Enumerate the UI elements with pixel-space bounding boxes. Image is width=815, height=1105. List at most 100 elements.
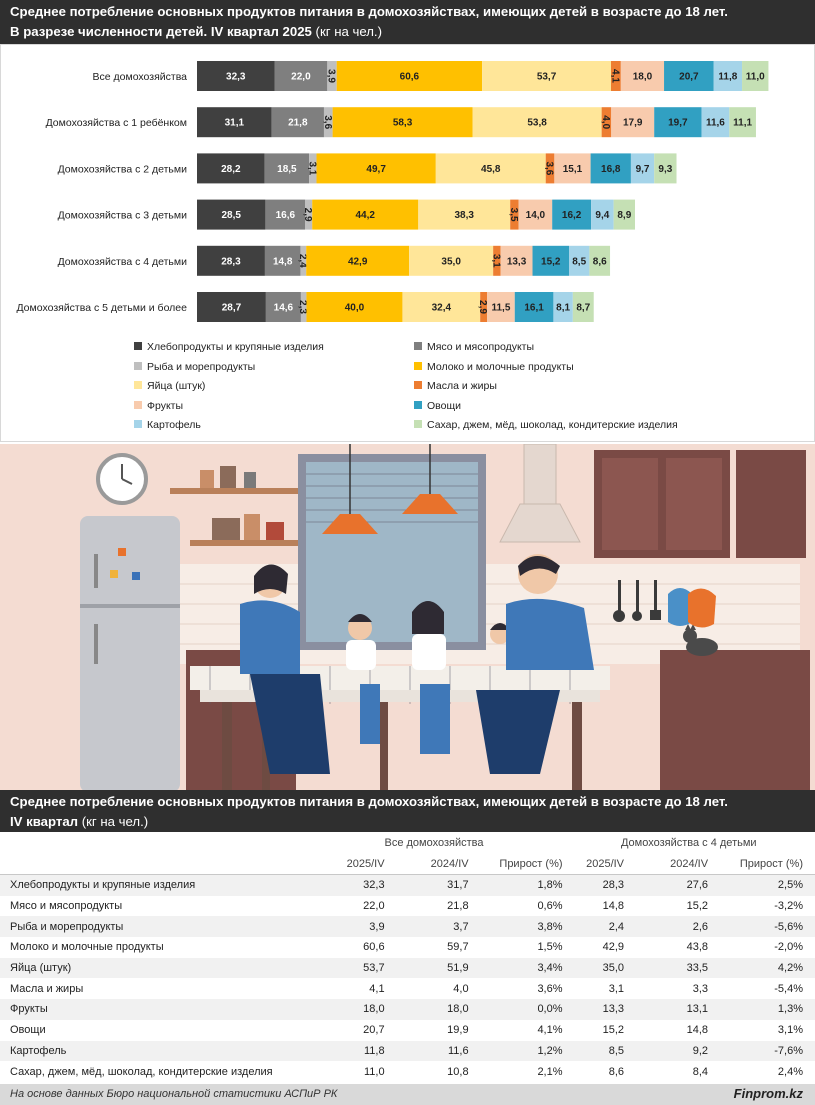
cell-fg: 1,3%	[708, 999, 815, 1020]
cell-f24: 8,4	[692, 1065, 709, 1078]
bar-segment	[611, 61, 621, 91]
row-label: Хлебопродукты и крупяные изделия	[0, 874, 306, 896]
legend-label: Сахар, джем, мёд, шоколад, кондитерские …	[427, 419, 678, 431]
bar-segment	[312, 199, 419, 230]
data-label: 2,9	[477, 300, 488, 314]
data-label: 9,3	[658, 164, 672, 175]
legend-item: Рыба и морепродукты	[134, 361, 255, 373]
data-label: 3,5	[508, 208, 519, 222]
data-label: 3,1	[490, 254, 501, 268]
table-row: Фрукты 18,0 18,0 0,0% 13,3 13,1 1,3%	[0, 999, 815, 1020]
legend-item: Сахар, джем, мёд, шоколад, кондитерские …	[414, 419, 678, 431]
col-2024-4: 2024/IV	[624, 854, 709, 875]
bar-segment	[418, 199, 511, 230]
row-label: Сахар, джем, мёд, шоколад, кондитерские …	[10, 1065, 273, 1078]
legend-item: Яйца (штук)	[134, 380, 205, 392]
bar-segment	[197, 245, 265, 276]
table-row: Яйца (штук) 53,7 51,9 3,4% 35,0 33,5 4,2%	[0, 957, 815, 979]
data-label: 11,6	[706, 118, 725, 129]
cell-f24: 2,6	[624, 916, 709, 938]
bar-segment	[654, 153, 677, 184]
table-row: Овощи 20,7 19,9 4,1% 15,2 14,8 3,1%	[0, 1020, 815, 1041]
legend-item: Масла и жиры	[414, 380, 497, 392]
data-label: 3,1	[306, 161, 317, 175]
cell-ag: 3,8%	[468, 916, 563, 938]
data-label: 16,2	[562, 210, 582, 221]
legend-swatch	[414, 361, 422, 370]
data-label: 9,4	[595, 210, 609, 221]
data-label: 53,7	[537, 72, 557, 83]
table-row: Масла и жиры 4,1 4,0 3,6% 3,1 3,3 -5,4%	[0, 978, 815, 999]
data-label: 15,1	[563, 164, 583, 175]
legend-swatch	[134, 361, 142, 370]
cell-fg: 3,1%	[777, 1024, 803, 1037]
category-label: Домохозяйства с 5 детьми и более	[16, 302, 187, 314]
bar-segment	[482, 61, 611, 91]
bar-segment	[518, 199, 553, 230]
cell-fg: 2,4%	[777, 1065, 803, 1078]
legend-label: Картофель	[147, 419, 201, 431]
cell-a24: 59,7	[447, 941, 469, 954]
table-header: Среднее потребление основных продуктов п…	[0, 790, 815, 832]
cell-a25: 20,7	[363, 1024, 385, 1037]
data-label: 9,7	[636, 164, 650, 175]
data-label: 42,9	[348, 256, 368, 267]
cell-ag: 1,2%	[468, 1040, 563, 1062]
legend-label: Мясо и мясопродукты	[427, 341, 535, 353]
cell-f24: 13,1	[624, 999, 709, 1020]
bar-segment	[510, 199, 519, 230]
group-all-households: Все домохозяйства	[384, 837, 484, 849]
data-label: 44,2	[356, 210, 376, 221]
data-label: 3,9	[326, 69, 337, 83]
cell-a25: 53,7	[305, 957, 385, 979]
data-label: 8,9	[617, 210, 631, 221]
table-row: Рыба и морепродукты 3,9 3,7 3,8% 2,4 2,6 -5,6%	[0, 916, 815, 938]
legend-swatch	[414, 400, 422, 409]
bar-segment	[487, 292, 515, 322]
cell-a24: 4,0	[453, 982, 469, 995]
cell-f24: 33,5	[624, 957, 709, 979]
data-label: 16,6	[276, 210, 296, 221]
data-label: 13,3	[507, 256, 527, 267]
cell-fg: 4,2%	[708, 957, 815, 979]
data-label: 8,7	[576, 303, 590, 314]
legend-swatch	[134, 342, 142, 350]
cat-icon	[683, 624, 718, 656]
bar-segment	[197, 61, 275, 91]
bar-segment	[742, 61, 769, 91]
row-label: Овощи	[10, 1024, 46, 1037]
cell-f25: 8,5	[562, 1040, 625, 1062]
family-people	[240, 554, 594, 774]
cell-ag: 2,1%	[537, 1065, 563, 1078]
bar-segment	[500, 245, 533, 276]
data-label: 8,1	[556, 303, 570, 314]
row-label: Фрукты	[0, 999, 306, 1020]
data-label: 14,6	[274, 303, 294, 314]
cell-ag: 1,5%	[537, 941, 563, 954]
legend-label: Рыба и морепродукты	[147, 360, 256, 373]
stacked-bar-chart: Все домохозяйства 32,3 22,0 3,9 60,6 53,7 4,1 1…	[16, 61, 769, 322]
data-label: 8,5	[572, 256, 586, 267]
legend-swatch	[134, 381, 142, 389]
kitchen-family-illustration	[0, 444, 815, 790]
data-label: 22,0	[291, 72, 311, 83]
table-subtitle: IV квартал (кг на чел.)	[10, 814, 149, 829]
legend-label: Масла и жиры	[427, 380, 497, 392]
cell-a25: 3,9	[305, 916, 385, 938]
cell-a24: 21,8	[447, 900, 469, 913]
chart-header: Среднее потребление основных продуктов п…	[0, 0, 815, 44]
bar-segment	[545, 153, 555, 184]
cell-a25: 11,8	[305, 1040, 385, 1062]
bar-segment	[323, 107, 333, 138]
cell-fg: 2,5%	[708, 874, 815, 896]
legend-item: Фрукты	[134, 400, 183, 412]
bar-segment	[316, 153, 436, 184]
bar-segment	[265, 292, 301, 322]
bar-segment	[309, 153, 317, 184]
table-row: Мясо и мясопродукты 22,0 21,8 0,6% 14,8 15,2 -…	[0, 896, 815, 917]
bar-segment	[630, 153, 655, 184]
data-label: 60,6	[400, 72, 420, 83]
legend-label: Молоко и молочные продукты	[427, 360, 574, 373]
bar-segment	[265, 199, 306, 230]
col-2025-4: 2025/IV	[562, 854, 625, 875]
